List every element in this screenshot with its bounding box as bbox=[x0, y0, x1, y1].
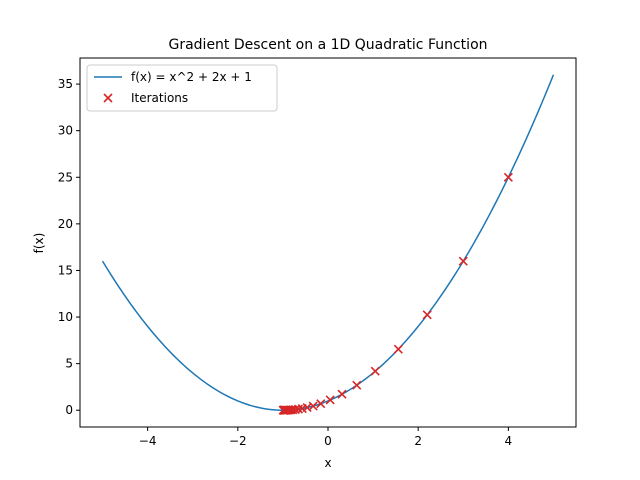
iteration-marker bbox=[352, 380, 362, 390]
iteration-marker bbox=[278, 405, 288, 415]
plot-area bbox=[79, 57, 577, 428]
iteration-marker bbox=[325, 395, 335, 405]
plot-frame bbox=[79, 57, 577, 428]
x-tick-label: 4 bbox=[505, 434, 513, 448]
y-tick-label: 20 bbox=[58, 217, 73, 231]
x-tick-label: 2 bbox=[414, 434, 422, 448]
iteration-marker bbox=[393, 344, 403, 354]
iteration-markers bbox=[278, 172, 513, 415]
function-curve bbox=[101, 74, 555, 411]
y-tick-label: 5 bbox=[65, 357, 73, 371]
y-axis-ticks: 0 5 10 15 20 25 30 35 bbox=[58, 77, 80, 417]
y-tick-label: 25 bbox=[58, 170, 73, 184]
iteration-marker bbox=[422, 310, 432, 320]
iteration-marker bbox=[316, 399, 326, 409]
x-axis-label: x bbox=[324, 456, 331, 470]
iteration-marker bbox=[370, 366, 380, 376]
y-tick-label: 15 bbox=[58, 263, 73, 277]
chart-title: Gradient Descent on a 1D Quadratic Funct… bbox=[168, 37, 487, 53]
y-tick-label: 0 bbox=[65, 403, 73, 417]
iteration-marker bbox=[337, 389, 347, 399]
x-tick-label: 0 bbox=[324, 434, 332, 448]
legend-label-function: f(x) = x^2 + 2x + 1 bbox=[131, 70, 252, 84]
legend-x-marker-swatch bbox=[103, 93, 113, 103]
legend-label-iterations: Iterations bbox=[131, 91, 188, 105]
y-tick-label: 10 bbox=[58, 310, 73, 324]
iteration-marker bbox=[458, 256, 468, 266]
y-tick-label: 30 bbox=[58, 124, 73, 138]
y-tick-label: 35 bbox=[58, 77, 73, 91]
iteration-marker bbox=[503, 172, 513, 182]
x-tick-label: −4 bbox=[139, 434, 157, 448]
x-tick-label: −2 bbox=[229, 434, 247, 448]
legend-box bbox=[86, 64, 278, 112]
y-axis-label: f(x) bbox=[32, 233, 46, 254]
x-axis-ticks: −4 −2 0 2 4 bbox=[139, 427, 512, 448]
legend: f(x) = x^2 + 2x + 1 Iterations bbox=[86, 64, 278, 112]
